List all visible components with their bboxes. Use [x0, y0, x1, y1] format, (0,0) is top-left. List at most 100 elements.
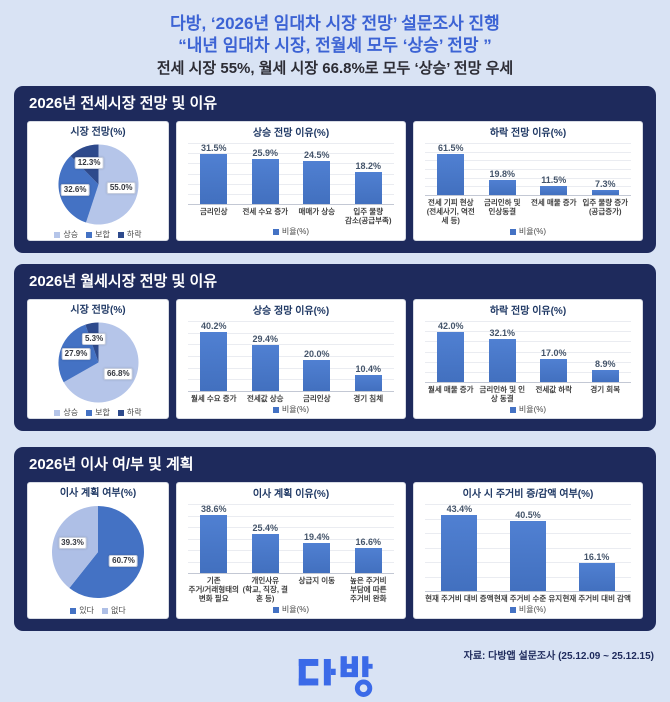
category-label-line: 현재 주거비 수준 유지: [493, 594, 563, 603]
category-label-line: 경기 침체: [353, 394, 384, 403]
bar-value-label: 42.0%: [437, 321, 464, 331]
bar: [200, 332, 228, 391]
bar-value-label: 38.6%: [200, 504, 227, 514]
category-label: 전세 매물 증가: [528, 198, 580, 225]
category-label-line: 입주 물량 증가: [582, 198, 629, 207]
bar-column: 7.3%: [580, 143, 632, 195]
panel-3: 2026년 이사 여/부 및 계획 이사 계획 여부(%) 60.7% 39.3% 있다…: [14, 447, 656, 631]
category-labels: 현재 주거비 대비 증액 현재 주거비 수준 유지 현재 주거비 대비 감액: [425, 594, 631, 603]
bar: [441, 515, 478, 591]
category-label-line: 전세값 상승: [246, 394, 284, 403]
category-label: 금리인하 및 인상 동결: [477, 385, 529, 403]
chart-title: 상승 정망 이유(%): [252, 306, 330, 317]
pie-data-label: 55.0%: [106, 182, 136, 195]
chart-title: 하락 전망 이유(%): [489, 128, 567, 139]
category-label-line: 감소(공급부족): [345, 216, 392, 225]
gridline: [188, 527, 394, 528]
gridline: [188, 379, 394, 381]
category-label: 현재 주거비 수준 유지: [494, 594, 563, 603]
bar: [251, 534, 279, 573]
category-label-line: 전세값 하락: [535, 385, 573, 394]
pie-legend: 있다 없다: [70, 604, 126, 615]
panel-charts: 이사 계획 여부(%) 60.7% 39.3% 있다 없다 이사 계획 이유(%) 38.6…: [27, 482, 643, 619]
legend-swatch-icon: [509, 606, 516, 613]
category-label: 금리인상: [291, 394, 343, 403]
bar-column: 25.4%: [240, 504, 292, 573]
gridline: [188, 193, 394, 195]
dabang-logo-icon: [298, 656, 373, 697]
bar-chart-card: 상승 전망 이유(%) 31.5% 25.9% 24.5% 18.2% 금리인상 전세 수요…: [176, 121, 406, 241]
bars-row: 38.6% 25.4% 19.4% 16.6%: [188, 504, 394, 573]
legend-item: 비율(%): [272, 405, 309, 414]
legend-item: 보합: [86, 408, 110, 417]
bar-value-label: 18.2%: [355, 161, 382, 172]
bar-column: 29.4%: [240, 321, 292, 391]
pie-data-label: 39.3%: [58, 537, 87, 550]
gridline: [188, 344, 394, 346]
bar-value-label: 31.5%: [200, 143, 227, 153]
legend-item: 상승: [54, 408, 78, 417]
gridline: [188, 173, 394, 175]
headline-line-1: 다방, ‘2026년 임대차 시장 전망’ 설문조사 진행: [170, 14, 500, 33]
bars-row: 61.5% 19.8% 11.5% 7.3%: [425, 143, 631, 195]
bar-value-label: 10.4%: [355, 363, 382, 374]
legend-item: 비율(%): [272, 227, 309, 236]
legend-label: 비율(%): [281, 605, 310, 614]
legend-swatch-icon: [272, 228, 279, 235]
bar-column: 24.5%: [291, 143, 343, 204]
category-label-line: 입주 물량: [353, 207, 384, 216]
legend-swatch-icon: [272, 606, 279, 613]
bar: [591, 369, 619, 382]
gridline: [425, 186, 631, 188]
chart-title: 상승 전망 이유(%): [252, 128, 330, 139]
bar-value-label: 11.5%: [541, 175, 567, 186]
legend-item: 비율(%): [272, 605, 310, 614]
bar: [354, 547, 382, 573]
gridline: [188, 356, 394, 357]
legend-swatch-icon: [509, 228, 516, 235]
category-labels: 기존 주거/거래형태의 변화 필요 개인사유 (학교, 직장, 결혼 등) 상급지 이동 높…: [188, 576, 394, 603]
gridline: [425, 518, 631, 520]
category-label-line: 매매가 상승: [298, 207, 336, 216]
category-label: 기존 주거/거래형태의 변화 필요: [188, 576, 240, 603]
bar-column: 25.9%: [240, 143, 292, 204]
legend-swatch-icon: [117, 231, 124, 238]
category-label: 금리인하 및 인상동결: [477, 198, 529, 225]
gridline: [188, 515, 394, 517]
bar-column: 18.2%: [343, 143, 395, 204]
pie-data-label: 27.9%: [61, 348, 91, 361]
pie-svg: [57, 322, 139, 403]
category-label: 전세값 하락: [528, 385, 580, 403]
pie-legend: 상승 보합 하락: [54, 406, 142, 417]
gridline: [425, 371, 631, 373]
legend-swatch-icon: [54, 409, 61, 416]
category-label-line: 금리인상: [199, 207, 228, 216]
bar-value-label: 25.9%: [252, 147, 279, 158]
category-label-line: 전세 매물 증가: [530, 198, 577, 207]
legend-label: 보합: [95, 230, 110, 239]
bar-column: 32.1%: [477, 321, 529, 382]
bar-column: 42.0%: [425, 321, 477, 382]
gridline: [425, 331, 631, 333]
legend-swatch-icon: [70, 607, 77, 614]
legend-item: 비율(%): [509, 405, 546, 414]
bar-column: 16.1%: [562, 504, 631, 591]
category-label-line: (전세사기, 역전세 등): [426, 207, 475, 225]
bar-value-label: 40.2%: [200, 321, 227, 331]
bar-value-label: 19.8%: [489, 169, 516, 180]
bar-plot-area: 61.5% 19.8% 11.5% 7.3%: [425, 143, 631, 196]
bar-value-label: 61.5%: [437, 143, 464, 153]
bar-column: 61.5%: [425, 143, 477, 195]
category-label: 월세 수요 증가: [188, 394, 240, 403]
category-label: 개인사유 (학교, 직장, 결혼 등): [240, 576, 292, 603]
bar: [354, 374, 382, 391]
pie-area: 55.0% 32.6% 12.3%: [55, 141, 142, 228]
chart-title: 시장 전망(%): [70, 127, 126, 138]
bar-value-label: 29.4%: [252, 334, 279, 345]
pie-area: 60.7% 39.3%: [48, 502, 148, 602]
bar-value-label: 19.4%: [303, 532, 330, 543]
bar-column: 19.4%: [291, 504, 343, 573]
bar-column: 19.8%: [477, 143, 529, 195]
category-label-line: 상급지 이동: [298, 576, 336, 585]
bar-value-label: 7.3%: [594, 178, 616, 189]
